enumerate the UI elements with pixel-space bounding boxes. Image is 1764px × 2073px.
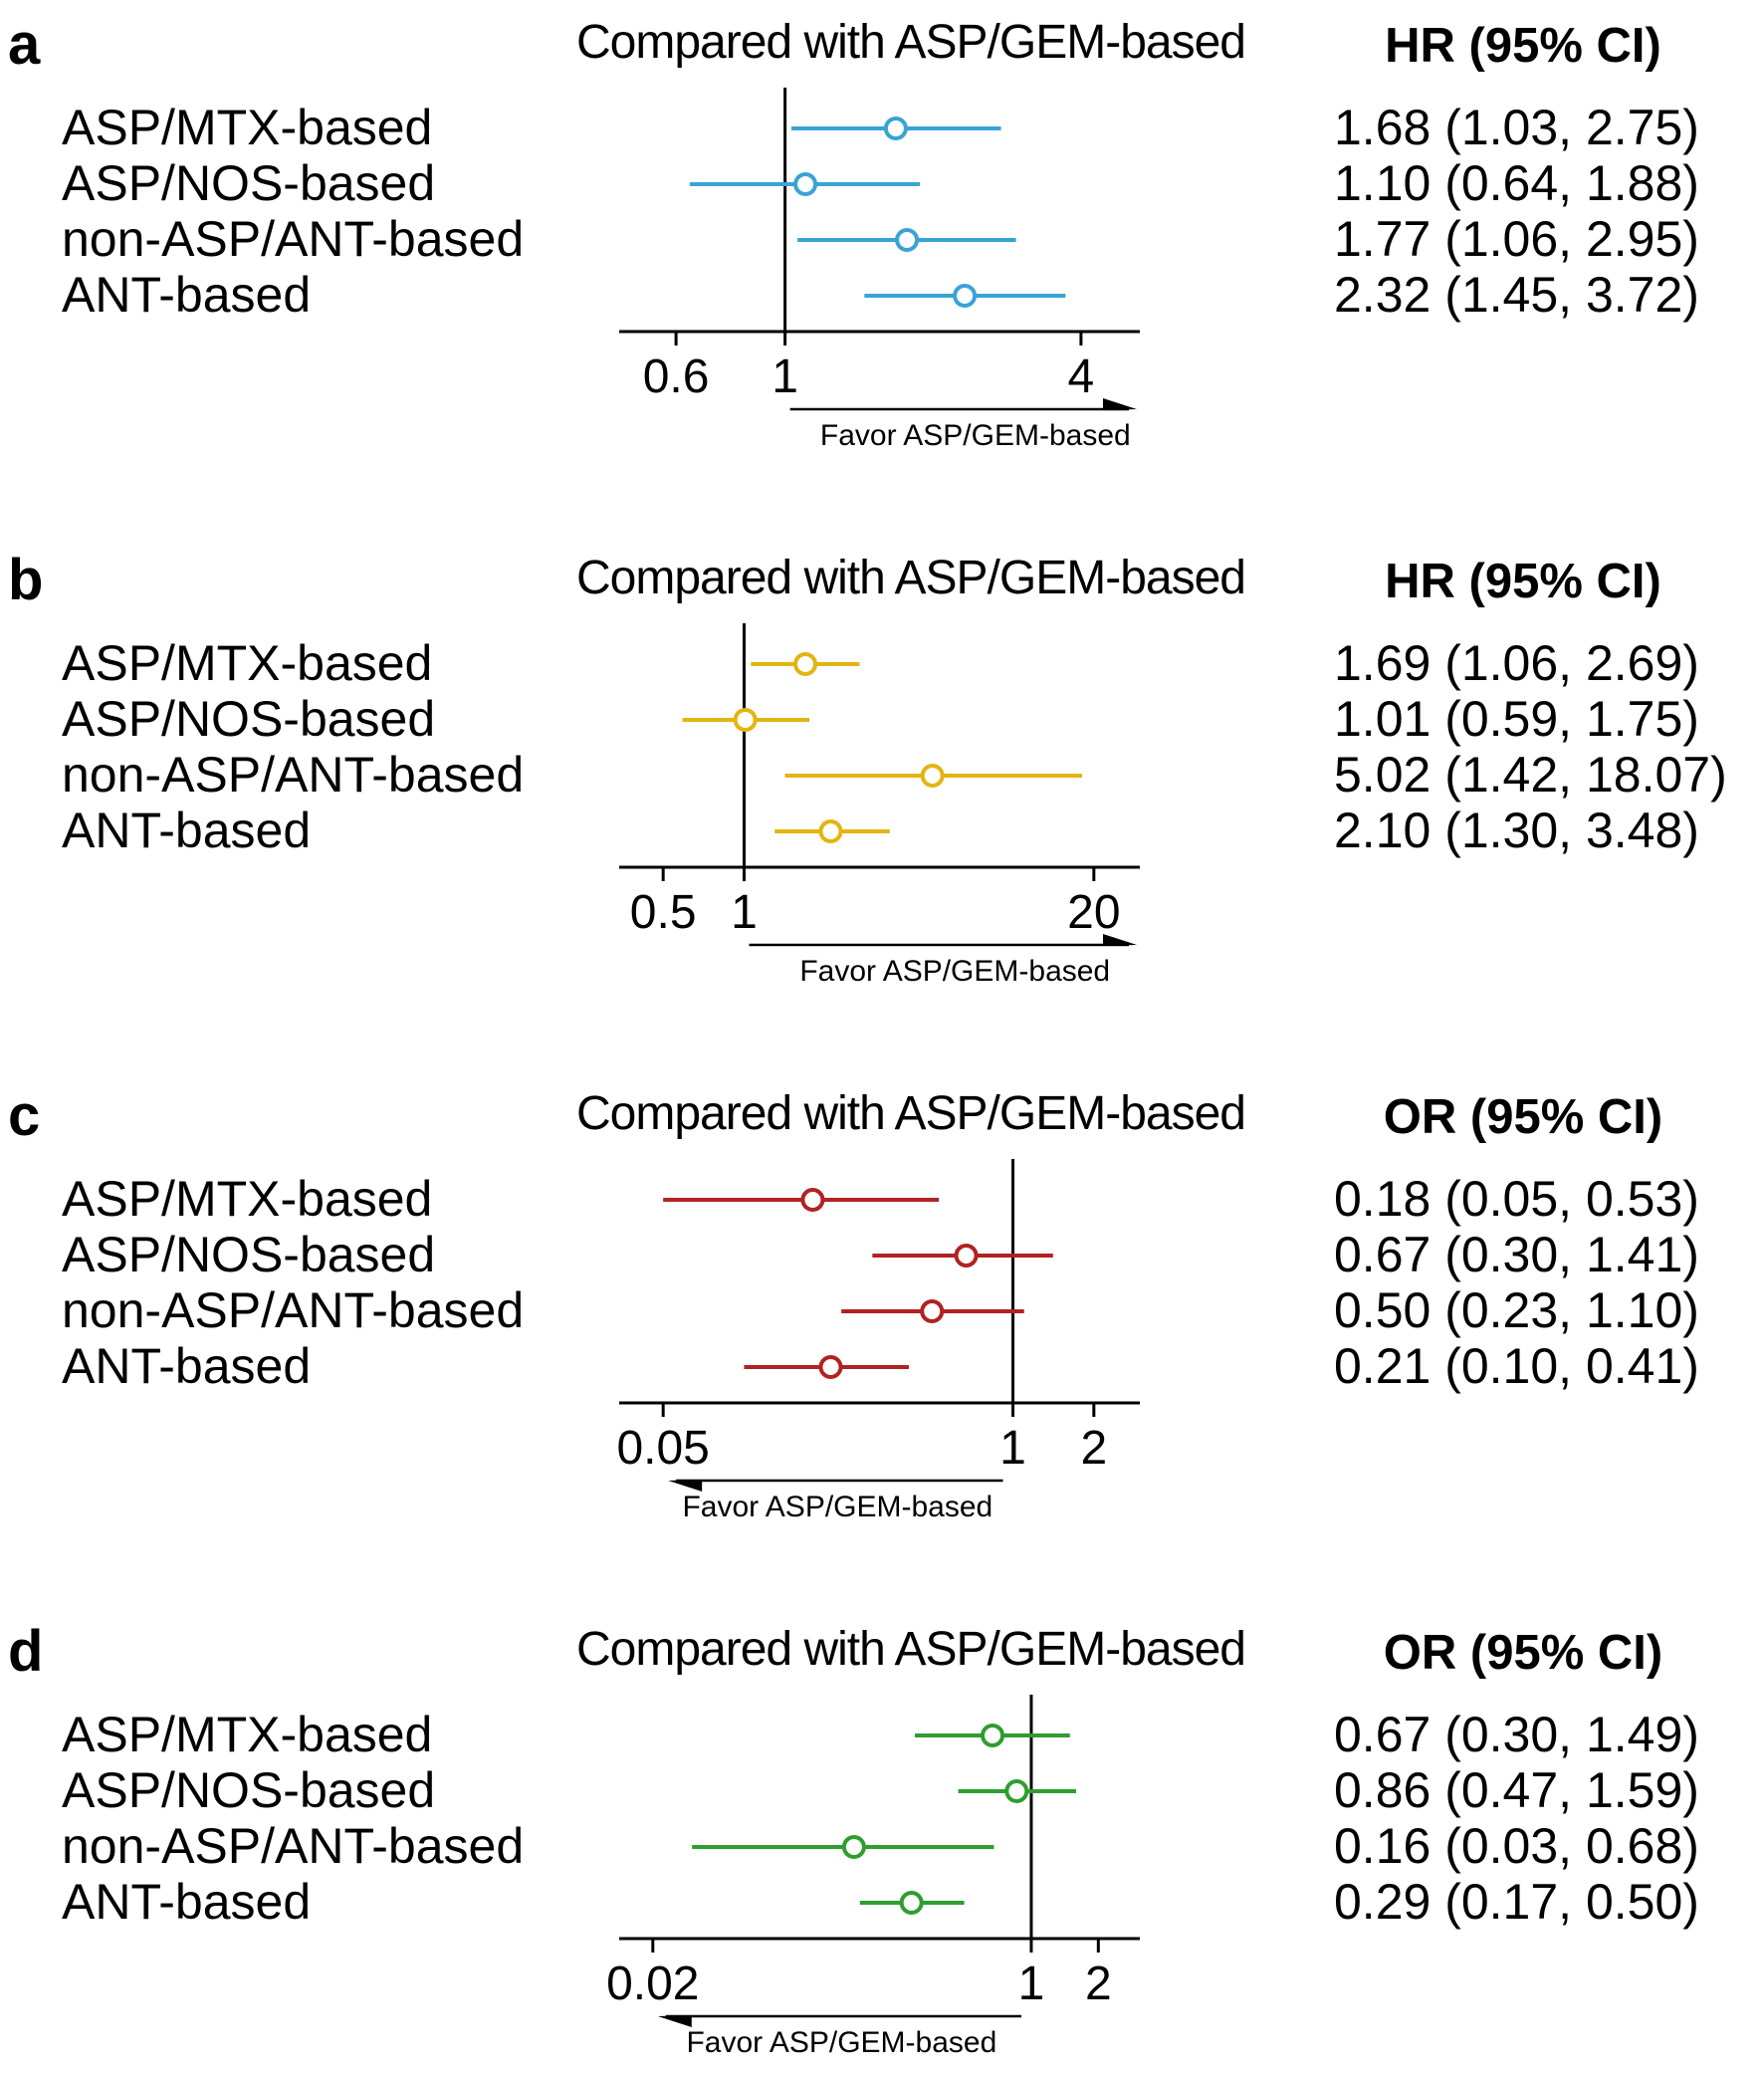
stat-value: 0.50 (0.23, 1.10)	[1334, 1282, 1699, 1338]
favor-label: Favor ASP/GEM-based	[682, 1491, 992, 1523]
stat-column-header: HR (95% CI)	[1385, 555, 1661, 608]
panel-d: d Compared with ASP/GEM-based OR (95% CI) 0…	[8, 1619, 1699, 2059]
stat-value: 5.02 (1.42, 18.07)	[1334, 747, 1727, 803]
panel-title: Compared with ASP/GEM-based	[576, 1087, 1245, 1140]
stat-value: 1.69 (1.06, 2.69)	[1334, 635, 1699, 691]
stat-value: 0.29 (0.17, 0.50)	[1334, 1874, 1699, 1930]
stat-value: 1.68 (1.03, 2.75)	[1334, 100, 1699, 155]
stat-value: 2.10 (1.30, 3.48)	[1334, 803, 1699, 858]
stat-value: 1.01 (0.59, 1.75)	[1334, 691, 1699, 747]
panel-title: Compared with ASP/GEM-based	[576, 552, 1245, 604]
point-estimate	[895, 228, 920, 252]
x-tick-label: 2	[1080, 1422, 1107, 1475]
row-label: ASP/MTX-based	[62, 635, 432, 691]
point-estimate	[841, 1835, 866, 1859]
row-label: ANT-based	[62, 803, 311, 858]
point-estimate	[1004, 1779, 1029, 1803]
row-label: ASP/NOS-based	[62, 1762, 435, 1818]
x-tick-label: 2	[1085, 1958, 1112, 2010]
x-tick-label: 1	[999, 1422, 1026, 1475]
favor-label: Favor ASP/GEM-based	[799, 955, 1110, 988]
favor-arrow-head	[1103, 934, 1137, 946]
point-estimate	[920, 764, 945, 788]
point-estimate	[899, 1891, 924, 1915]
row-label: ASP/MTX-based	[62, 1171, 432, 1227]
panel-a: a Compared with ASP/GEM-based HR (95% CI) 0…	[8, 12, 1699, 452]
stat-value: 2.32 (1.45, 3.72)	[1334, 267, 1699, 323]
point-estimate	[953, 284, 978, 308]
point-estimate	[733, 708, 758, 732]
x-tick-label: 0.02	[606, 1958, 699, 2010]
point-estimate	[818, 1355, 843, 1379]
panel-b: b Compared with ASP/GEM-based HR (95% CI) 0…	[8, 548, 1727, 988]
stat-column-header: OR (95% CI)	[1384, 1090, 1662, 1144]
row-label: ANT-based	[62, 1338, 311, 1394]
point-estimate	[920, 1299, 945, 1323]
row-label: ASP/MTX-based	[62, 1707, 432, 1762]
stat-value: 0.67 (0.30, 1.49)	[1334, 1707, 1699, 1762]
panel-label: b	[8, 548, 43, 612]
panel-label: c	[8, 1083, 40, 1148]
stat-value: 0.21 (0.10, 0.41)	[1334, 1338, 1699, 1394]
stat-value: 1.77 (1.06, 2.95)	[1334, 211, 1699, 267]
point-estimate	[793, 172, 818, 196]
point-estimate	[793, 652, 818, 676]
row-label: non-ASP/ANT-based	[62, 1818, 524, 1874]
row-label: ASP/NOS-based	[62, 1227, 435, 1282]
x-tick-label: 1	[731, 886, 758, 939]
x-tick-label: 4	[1068, 350, 1095, 403]
panel-label: d	[8, 1619, 43, 1684]
favor-arrow-head	[668, 1480, 703, 1492]
panel-title: Compared with ASP/GEM-based	[576, 16, 1245, 69]
x-tick-label: 0.05	[616, 1422, 709, 1475]
row-label: non-ASP/ANT-based	[62, 211, 524, 267]
stat-column-header: HR (95% CI)	[1385, 19, 1661, 73]
favor-arrow-head	[657, 2015, 692, 2027]
point-estimate	[883, 116, 908, 140]
stat-column-header: OR (95% CI)	[1384, 1626, 1662, 1680]
stat-value: 0.86 (0.47, 1.59)	[1334, 1762, 1699, 1818]
stat-value: 0.16 (0.03, 0.68)	[1334, 1818, 1699, 1874]
row-label: ASP/NOS-based	[62, 155, 435, 211]
point-estimate	[818, 819, 843, 843]
row-label: ASP/MTX-based	[62, 100, 432, 155]
stat-value: 1.10 (0.64, 1.88)	[1334, 155, 1699, 211]
x-tick-label: 20	[1067, 886, 1120, 939]
row-label: non-ASP/ANT-based	[62, 747, 524, 803]
stat-value: 0.67 (0.30, 1.41)	[1334, 1227, 1699, 1282]
point-estimate	[981, 1724, 1005, 1747]
point-estimate	[800, 1188, 825, 1212]
x-tick-label: 1	[1018, 1958, 1045, 2010]
row-label: ANT-based	[62, 267, 311, 323]
row-label: ASP/NOS-based	[62, 691, 435, 747]
row-label: ANT-based	[62, 1874, 311, 1930]
favor-arrow-head	[1103, 398, 1137, 410]
point-estimate	[954, 1244, 979, 1267]
x-tick-label: 0.5	[630, 886, 697, 939]
x-tick-label: 1	[772, 350, 798, 403]
row-label: non-ASP/ANT-based	[62, 1282, 524, 1338]
panel-c: c Compared with ASP/GEM-based OR (95% CI) 0…	[8, 1083, 1699, 1523]
favor-label: Favor ASP/GEM-based	[820, 419, 1131, 452]
x-tick-label: 0.6	[643, 350, 710, 403]
panel-label: a	[8, 12, 41, 77]
favor-label: Favor ASP/GEM-based	[686, 2026, 996, 2059]
panel-title: Compared with ASP/GEM-based	[576, 1623, 1245, 1676]
stat-value: 0.18 (0.05, 0.53)	[1334, 1171, 1699, 1227]
